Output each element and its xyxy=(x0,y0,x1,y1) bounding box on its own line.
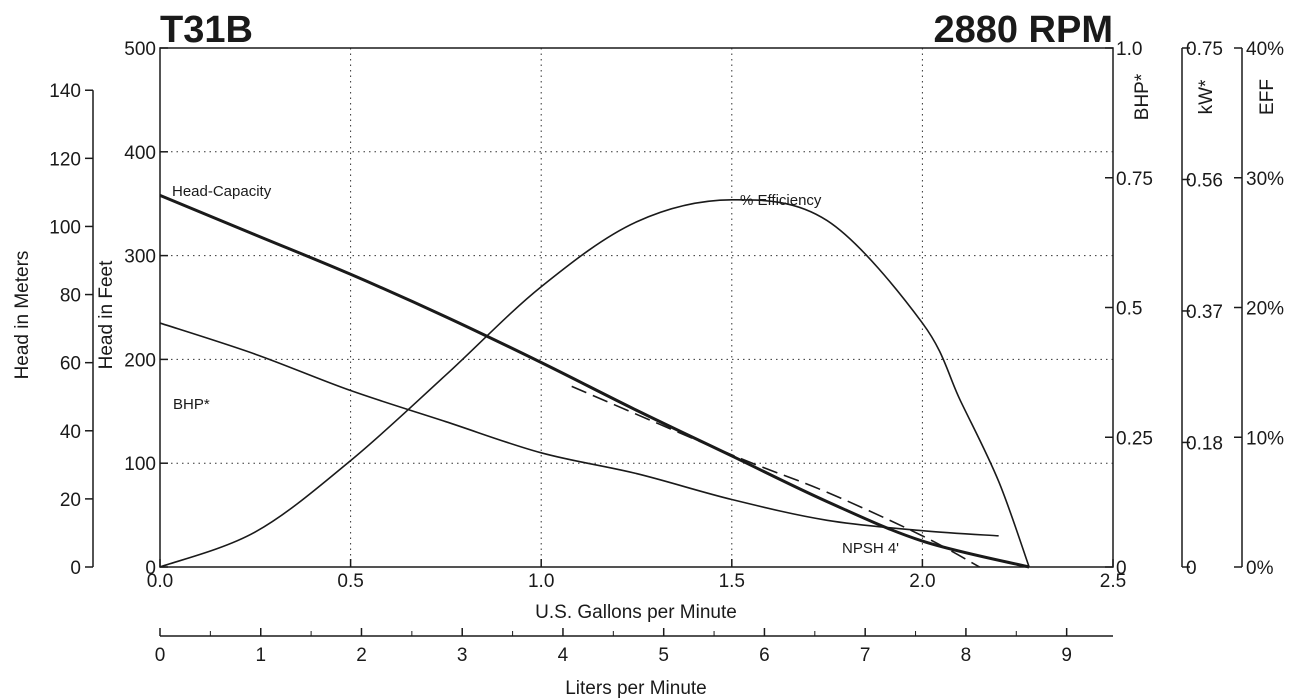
axis-ticks: 0.0 0.5 1.0 1.5 2.0 2.50 1 2 3 4 5 6 7 8 9010020030040… xyxy=(49,39,1284,666)
y-kw-tick-3: 0.56 xyxy=(1186,170,1223,191)
annotation-bhp: BHP* xyxy=(173,396,210,413)
x-lpm-tick-0: 0 xyxy=(155,645,166,666)
x-gpm-tick-0: 0.0 xyxy=(147,571,173,592)
x-lpm-tick-2: 2 xyxy=(356,645,367,666)
x-gpm-tick-4: 2.0 xyxy=(909,571,935,592)
y-bhp-tick-4: 1.0 xyxy=(1116,39,1142,60)
x-gpm-tick-1: 0.5 xyxy=(337,571,363,592)
x-lpm-tick-7: 7 xyxy=(860,645,871,666)
y-feet-tick-3: 300 xyxy=(124,247,156,268)
y-kw-tick-1: 0.18 xyxy=(1186,433,1223,454)
x-gpm-tick-5: 2.5 xyxy=(1100,571,1126,592)
series-line-head-capacity xyxy=(159,194,1030,569)
y-bhp-tick-3: 0.75 xyxy=(1116,169,1153,190)
x-gpm-tick-2: 1.0 xyxy=(528,571,554,592)
y-kw-tick-2: 0.37 xyxy=(1186,302,1223,323)
annotation-head-capacity: Head-Capacity xyxy=(172,183,272,200)
x-lpm-tick-4: 4 xyxy=(558,645,569,666)
y-meters-tick-1: 20 xyxy=(60,490,81,511)
x-axis-lpm-label: Liters per Minute xyxy=(565,678,707,698)
x-lpm-tick-3: 3 xyxy=(457,645,468,666)
y-feet-tick-0: 0 xyxy=(145,558,156,579)
y-meters-tick-4: 80 xyxy=(60,286,81,307)
x-axis-gpm-label: U.S. Gallons per Minute xyxy=(535,602,737,623)
plot-frame xyxy=(159,47,1114,568)
grid xyxy=(160,48,1113,567)
y-axis-eff-label: EFF xyxy=(1257,79,1278,115)
y-meters-tick-6: 120 xyxy=(49,149,81,170)
series-line-efficiency xyxy=(159,198,1030,568)
y-kw-tick-0: 0 xyxy=(1186,558,1197,579)
y-axis-feet-label: Head in Feet xyxy=(96,260,117,370)
y-eff-tick-3: 30% xyxy=(1246,169,1284,190)
x-lpm-tick-8: 8 xyxy=(961,645,972,666)
y-bhp-tick-1: 0.25 xyxy=(1116,428,1153,449)
annotation-npsh: NPSH 4' xyxy=(842,540,899,557)
y-kw-tick-4: 0.75 xyxy=(1186,39,1223,60)
y-axis-bhp-label: BHP* xyxy=(1132,73,1153,120)
y-bhp-tick-0: 0 xyxy=(1116,558,1127,579)
rpm-label: 2880 RPM xyxy=(933,9,1113,51)
y-meters-tick-0: 0 xyxy=(70,558,81,579)
y-eff-tick-4: 40% xyxy=(1246,39,1284,60)
x-lpm-tick-1: 1 xyxy=(255,645,266,666)
y-feet-tick-4: 400 xyxy=(124,143,156,164)
x-lpm-tick-6: 6 xyxy=(759,645,770,666)
y-axis-kw-label: kW* xyxy=(1196,79,1217,114)
x-lpm-tick-5: 5 xyxy=(658,645,669,666)
y-axis-meters-label: Head in Meters xyxy=(12,251,33,380)
chart-title: T31B xyxy=(160,9,253,51)
y-eff-tick-2: 20% xyxy=(1246,299,1284,320)
y-meters-tick-5: 100 xyxy=(49,217,81,238)
y-meters-tick-7: 140 xyxy=(49,81,81,102)
x-lpm-tick-9: 9 xyxy=(1061,645,1072,666)
y-bhp-tick-2: 0.5 xyxy=(1116,299,1142,320)
series-line-npsh-4 xyxy=(571,385,980,568)
annotation-efficiency: % Efficiency xyxy=(740,192,822,209)
series-line-bhp xyxy=(159,322,999,537)
curves xyxy=(159,194,1030,569)
y-feet-tick-5: 500 xyxy=(124,39,156,60)
y-meters-tick-2: 40 xyxy=(60,422,81,443)
y-feet-tick-2: 200 xyxy=(124,350,156,371)
y-eff-tick-0: 0% xyxy=(1246,558,1274,579)
y-feet-tick-1: 100 xyxy=(124,454,156,475)
y-eff-tick-1: 10% xyxy=(1246,428,1284,449)
x-gpm-tick-3: 1.5 xyxy=(719,571,745,592)
y-meters-tick-3: 60 xyxy=(60,354,81,375)
